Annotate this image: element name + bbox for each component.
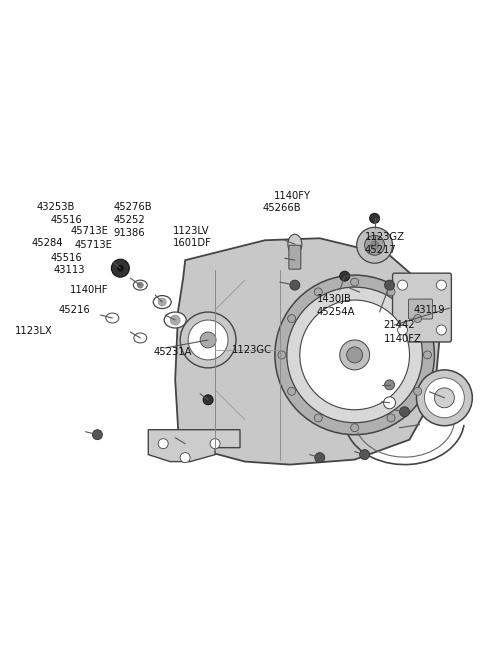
Polygon shape [175, 238, 439, 464]
Circle shape [397, 280, 408, 290]
Circle shape [371, 241, 379, 249]
Circle shape [370, 214, 380, 223]
Circle shape [300, 300, 409, 410]
Text: 45284: 45284 [32, 238, 63, 248]
Circle shape [397, 325, 408, 335]
Circle shape [314, 288, 322, 296]
Circle shape [414, 314, 422, 322]
Circle shape [287, 287, 422, 422]
Text: 1140FY: 1140FY [274, 191, 311, 200]
FancyBboxPatch shape [408, 299, 432, 319]
Circle shape [434, 388, 455, 408]
Circle shape [384, 380, 395, 390]
Ellipse shape [134, 333, 147, 343]
Text: 45231A: 45231A [154, 347, 192, 358]
Text: 45254A: 45254A [317, 307, 355, 318]
Ellipse shape [106, 313, 119, 323]
Circle shape [384, 280, 395, 290]
Text: 91386: 91386 [113, 229, 145, 238]
Text: 45276B: 45276B [113, 202, 152, 212]
Circle shape [180, 453, 190, 462]
Circle shape [188, 320, 228, 360]
Circle shape [290, 280, 300, 290]
Circle shape [417, 370, 472, 426]
FancyBboxPatch shape [289, 245, 301, 269]
Circle shape [384, 397, 396, 409]
Circle shape [315, 453, 325, 462]
Text: 45516: 45516 [51, 215, 83, 225]
Text: 21442: 21442 [384, 320, 415, 330]
Circle shape [111, 259, 129, 277]
Circle shape [340, 271, 350, 281]
Circle shape [314, 414, 322, 422]
Circle shape [210, 439, 220, 449]
Ellipse shape [153, 295, 171, 309]
Circle shape [137, 282, 144, 288]
Text: 45713E: 45713E [75, 240, 113, 250]
Circle shape [436, 325, 446, 335]
Text: 1601DF: 1601DF [173, 238, 212, 248]
Text: 45216: 45216 [58, 305, 90, 315]
Circle shape [117, 265, 123, 271]
Text: 43119: 43119 [413, 305, 445, 315]
FancyBboxPatch shape [393, 273, 451, 342]
Circle shape [351, 424, 359, 432]
Circle shape [414, 387, 422, 396]
Text: 1140FZ: 1140FZ [384, 333, 421, 344]
Text: 43253B: 43253B [36, 202, 75, 212]
Circle shape [399, 407, 409, 417]
Text: 45516: 45516 [51, 253, 83, 263]
Circle shape [360, 449, 370, 460]
Text: 1123LX: 1123LX [15, 326, 53, 337]
Circle shape [288, 314, 296, 322]
Circle shape [424, 378, 464, 418]
Circle shape [275, 275, 434, 435]
Text: 45217: 45217 [364, 246, 396, 255]
Circle shape [365, 235, 384, 255]
Circle shape [200, 332, 216, 348]
Circle shape [436, 280, 446, 290]
Ellipse shape [164, 312, 186, 328]
Circle shape [93, 430, 102, 440]
Text: 1123LV: 1123LV [173, 226, 210, 236]
Circle shape [347, 347, 363, 363]
Circle shape [158, 298, 166, 306]
Circle shape [423, 351, 432, 359]
Text: 1430JB: 1430JB [317, 294, 351, 305]
Text: 45266B: 45266B [263, 203, 301, 213]
Text: 1123GZ: 1123GZ [364, 233, 405, 242]
Text: 1140HF: 1140HF [70, 285, 108, 295]
Circle shape [278, 351, 286, 359]
Circle shape [180, 312, 236, 368]
Ellipse shape [133, 280, 147, 290]
Circle shape [387, 288, 395, 296]
Circle shape [170, 315, 180, 325]
Ellipse shape [288, 234, 302, 254]
Text: 45713E: 45713E [70, 227, 108, 236]
Circle shape [357, 227, 393, 263]
Polygon shape [148, 430, 240, 462]
Text: 45252: 45252 [113, 215, 145, 225]
Circle shape [158, 439, 168, 449]
Circle shape [340, 340, 370, 370]
Text: 43113: 43113 [53, 265, 85, 275]
Circle shape [203, 395, 213, 405]
Circle shape [288, 387, 296, 396]
Circle shape [387, 414, 395, 422]
Text: 1123GC: 1123GC [231, 345, 271, 355]
Circle shape [351, 278, 359, 286]
